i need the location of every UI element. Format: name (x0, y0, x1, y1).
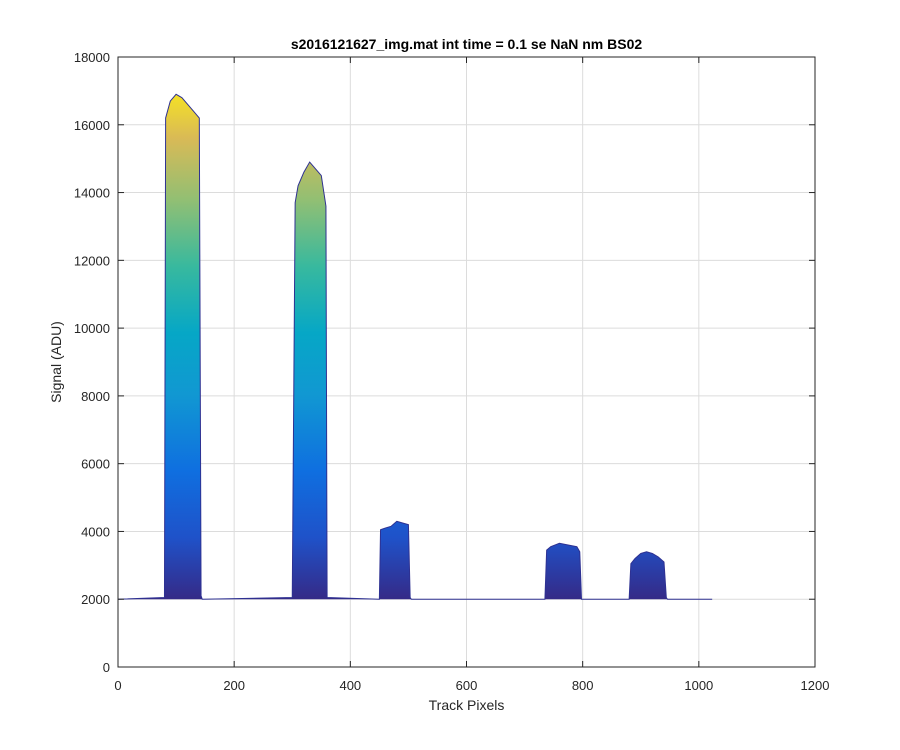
y-tick-label: 16000 (74, 118, 110, 133)
y-tick-label: 4000 (81, 524, 110, 539)
y-tick-label: 14000 (74, 186, 110, 201)
signal-line (118, 93, 713, 600)
y-tick-label: 10000 (74, 321, 110, 336)
x-axis-label: Track Pixels (429, 697, 505, 713)
x-tick-label: 1000 (684, 678, 713, 693)
axes: 0 200 400 600 800 1000 12000200040006000800010… (74, 50, 830, 693)
x-tick-label: 600 (456, 678, 478, 693)
x-tick-label: 400 (339, 678, 361, 693)
data-layer (118, 93, 713, 600)
x-tick-label: 800 (572, 678, 594, 693)
signal-area (118, 94, 713, 600)
y-tick-label: 8000 (81, 389, 110, 404)
y-tick-label: 12000 (74, 253, 110, 268)
x-tick-label: 200 (223, 678, 245, 693)
y-tick-label: 6000 (81, 457, 110, 472)
chart-title: s2016121627_img.mat int time = 0.1 se Na… (291, 36, 643, 52)
x-tick-label: 0 (114, 678, 121, 693)
x-tick-label: 1200 (801, 678, 830, 693)
y-tick-label: 0 (103, 660, 110, 675)
y-axis-label: Signal (ADU) (48, 321, 64, 403)
y-tick-label: 18000 (74, 50, 110, 65)
y-tick-label: 2000 (81, 592, 110, 607)
